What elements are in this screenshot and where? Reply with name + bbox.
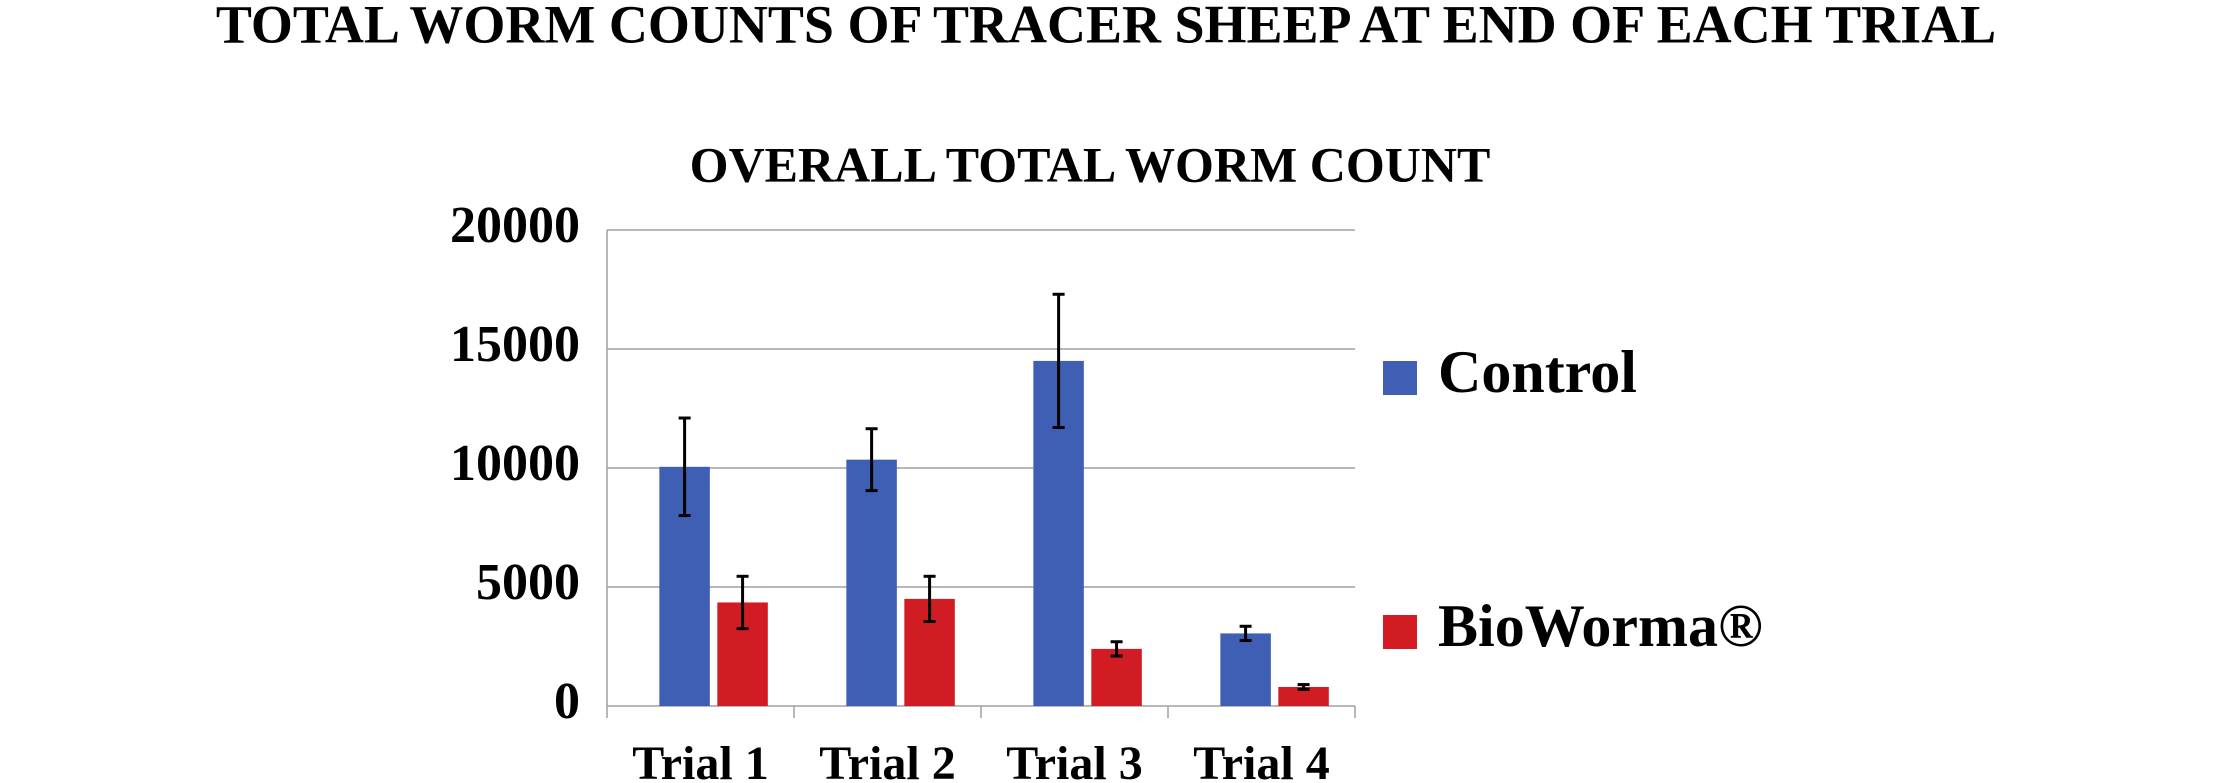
bar [1220, 633, 1271, 706]
error-bar [1052, 292, 1065, 430]
error-bar [923, 574, 936, 624]
error-bar [1297, 683, 1310, 691]
error-bar [678, 416, 691, 518]
y-tick-label: 20000 [450, 197, 580, 254]
error-bar [1239, 624, 1252, 643]
x-tick-label: Trial 1 [632, 737, 768, 783]
x-tick-label: Trial 2 [819, 737, 955, 783]
error-bar [1110, 640, 1123, 658]
error-bar [736, 574, 749, 631]
legend-swatch [1383, 361, 1417, 395]
bar [1278, 686, 1329, 706]
y-tick-label: 15000 [450, 316, 580, 373]
legend-label: Control [1438, 339, 1637, 405]
y-tick-label: 10000 [450, 435, 580, 492]
error-bar [865, 427, 878, 493]
legend-swatch [1383, 615, 1417, 649]
chart-subtitle: OVERALL TOTAL WORM COUNT [690, 136, 1491, 192]
x-tick-label: Trial 4 [1193, 737, 1329, 783]
x-tick-label: Trial 3 [1006, 737, 1142, 783]
chart-title: TOTAL WORM COUNTS OF TRACER SHEEP AT END… [216, 0, 1996, 54]
bar [846, 459, 897, 706]
legend-label: BioWorma® [1438, 593, 1763, 659]
bar [1091, 648, 1142, 706]
y-tick-label: 0 [554, 673, 580, 730]
y-tick-label: 5000 [476, 554, 580, 611]
